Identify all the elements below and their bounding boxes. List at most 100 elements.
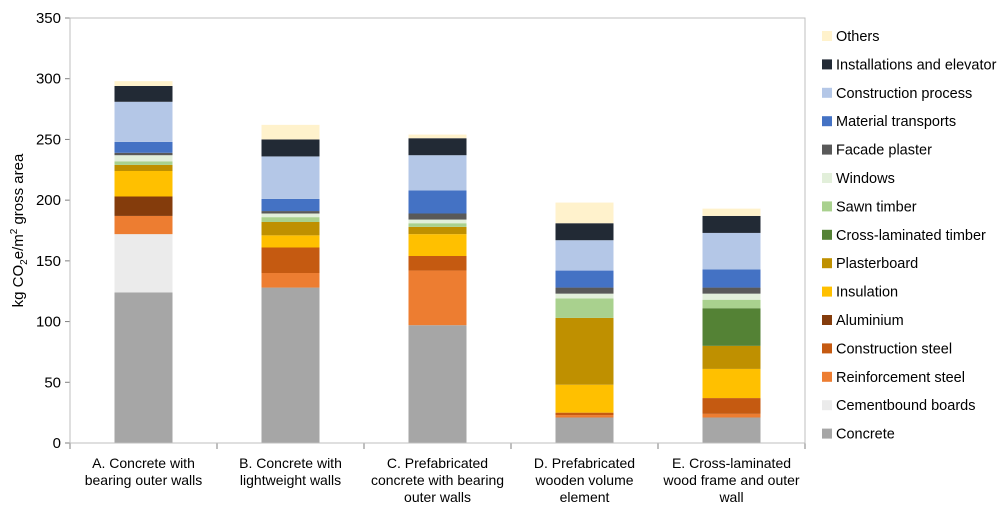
- bar-segment-construction-steel: [702, 398, 761, 414]
- legend-label: Plasterboard: [836, 256, 918, 272]
- legend-label: Cementbound boards: [836, 398, 975, 414]
- bar-segment-construction-steel: [261, 247, 320, 273]
- bar-segment-sawn-timber: [261, 217, 320, 222]
- bar-segment-sawn-timber: [555, 298, 614, 318]
- bar-segment-material-transports: [408, 190, 467, 214]
- bar-segment-others: [261, 124, 320, 140]
- legend-item: Insulation: [822, 285, 898, 301]
- bar-segment-installations-and-elevator: [261, 139, 320, 157]
- bar-segment-facade-plaster: [261, 211, 320, 214]
- bar-segment-installations-and-elevator: [702, 215, 761, 233]
- legend-label: Installations and elevator: [836, 57, 997, 73]
- legend-item: Aluminium: [822, 313, 904, 329]
- bar-segment-others: [555, 202, 614, 224]
- bar-segment-reinforcement-steel: [702, 413, 761, 418]
- bar-segment-facade-plaster: [702, 287, 761, 294]
- bar-segment-insulation: [702, 368, 761, 399]
- bar-segment-plasterboard: [702, 345, 761, 369]
- legend-label: Sawn timber: [836, 199, 917, 215]
- bar-segment-others: [408, 134, 467, 139]
- legend-swatch: [822, 400, 832, 411]
- legend-item: Plasterboard: [822, 256, 918, 272]
- bar-segment-material-transports: [114, 141, 173, 153]
- bar-segment-plasterboard: [114, 164, 173, 171]
- bars: [114, 81, 761, 443]
- bar-segment-facade-plaster: [555, 287, 614, 294]
- bar-segment-insulation: [114, 171, 173, 197]
- bar-stack: [555, 202, 614, 443]
- bar-segment-facade-plaster: [408, 213, 467, 220]
- y-tick-label: 300: [36, 71, 61, 88]
- y-axis-title: kg CO2e/m2 gross area: [9, 153, 30, 307]
- bar-segment-concrete: [114, 292, 173, 443]
- legend-swatch: [822, 258, 832, 269]
- y-tick-label: 150: [36, 253, 61, 270]
- legend-swatch: [822, 31, 832, 41]
- bar-segment-aluminium: [114, 196, 173, 216]
- y-tick-label: 100: [36, 314, 61, 331]
- bar-segment-installations-and-elevator: [114, 86, 173, 102]
- bar-segment-reinforcement-steel: [555, 415, 614, 418]
- y-axis-label: kg CO2e/m2 gross area: [9, 153, 30, 307]
- y-tick-label: 350: [36, 10, 61, 27]
- legend-label: Facade plaster: [836, 143, 932, 159]
- bar-segment-reinforcement-steel: [261, 273, 320, 288]
- bar-segment-plasterboard: [261, 222, 320, 236]
- bar-segment-windows: [114, 155, 173, 162]
- legend-item: Facade plaster: [822, 143, 932, 159]
- legend-label: Windows: [836, 171, 895, 187]
- bar-segment-material-transports: [702, 269, 761, 288]
- legend-label: Aluminium: [836, 313, 904, 329]
- x-tick-label: C. Prefabricated concrete with bearing out…: [371, 455, 504, 505]
- x-tick-label: E. Cross-laminated wood frame and outer wa…: [662, 455, 800, 505]
- bar-stack: [261, 124, 320, 443]
- bar-segment-others: [114, 81, 173, 86]
- legend-label: Construction steel: [836, 341, 952, 357]
- legend-item: Installations and elevator: [822, 57, 997, 73]
- bar-segment-concrete: [408, 325, 467, 443]
- bar-segment-construction-process: [702, 232, 761, 270]
- legend-item: Cementbound boards: [822, 398, 975, 414]
- y-tick-label: 250: [36, 131, 61, 148]
- bar-segment-others: [702, 208, 761, 216]
- legend-item: Sawn timber: [822, 199, 917, 215]
- legend-swatch: [822, 371, 832, 382]
- legend-swatch: [822, 59, 832, 70]
- legend-swatch: [822, 428, 832, 439]
- bar-segment-sawn-timber: [114, 161, 173, 165]
- bar-segment-windows: [408, 219, 467, 224]
- bar-segment-installations-and-elevator: [408, 138, 467, 156]
- bar-segment-construction-process: [261, 156, 320, 199]
- legend-swatch: [822, 144, 832, 155]
- x-tick-label: A. Concrete with bearing outer walls: [85, 455, 203, 488]
- legend-swatch: [822, 286, 832, 297]
- legend-label: Material transports: [836, 114, 956, 130]
- x-axis: A. Concrete with bearing outer walls B. Co…: [69, 442, 806, 505]
- legend-item: Construction process: [822, 86, 972, 102]
- legend-label: Reinforcement steel: [836, 370, 965, 386]
- bar-segment-sawn-timber: [408, 223, 467, 227]
- bar-segment-windows: [261, 213, 320, 218]
- plot-area-border: [69, 17, 806, 444]
- legend-swatch: [822, 315, 832, 325]
- legend-item: Concrete: [822, 427, 895, 443]
- bar-segment-installations-and-elevator: [555, 223, 614, 241]
- bar-segment-sawn-timber: [702, 299, 761, 309]
- bar-segment-construction-process: [114, 101, 173, 142]
- bar-segment-material-transports: [261, 198, 320, 212]
- x-tick-label: D. Prefabricated wooden volume element: [534, 455, 635, 505]
- x-tick-label: B. Concrete with lightweight walls: [239, 455, 342, 488]
- bar-segment-plasterboard: [408, 226, 467, 235]
- legend-item: Reinforcement steel: [822, 370, 965, 386]
- bar-segment-windows: [555, 293, 614, 299]
- legend-swatch: [822, 116, 832, 127]
- y-tick-label: 0: [53, 435, 61, 452]
- legend-item: Others: [822, 29, 880, 45]
- bar-stack: [114, 81, 173, 443]
- legend-swatch: [822, 229, 832, 240]
- bar-segment-cementbound-boards: [114, 234, 173, 293]
- legend-item: Cross-laminated timber: [822, 228, 986, 244]
- bar-segment-insulation: [261, 235, 320, 248]
- bar-segment-windows: [702, 293, 761, 300]
